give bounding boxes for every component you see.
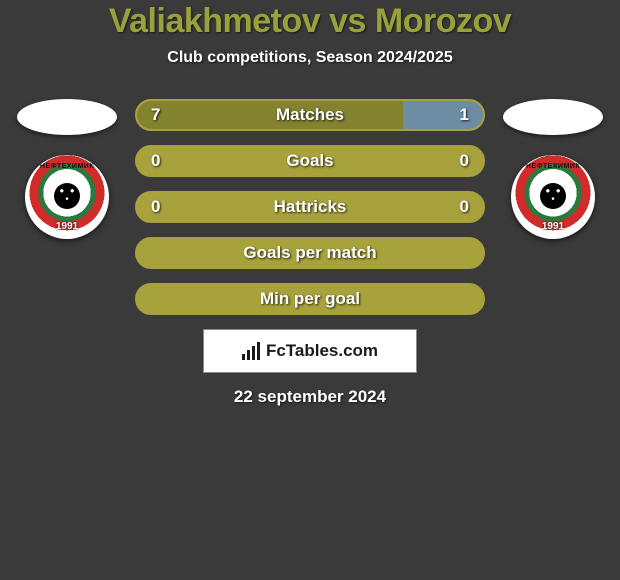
bar-label: Min per goal: [137, 289, 483, 309]
subtitle: Club competitions, Season 2024/2025: [0, 49, 620, 67]
bar-label: Hattricks: [137, 197, 483, 217]
bar-label: Goals per match: [137, 243, 483, 263]
date-text: 22 september 2024: [0, 387, 620, 407]
crest-year: 1991: [25, 221, 109, 232]
bar-label: Matches: [137, 105, 483, 125]
left-club-crest: НЕФТЕХИМИК 1991: [25, 155, 109, 239]
brand-text: FcTables.com: [266, 341, 378, 361]
page-title: Valiakhmetov vs Morozov: [0, 2, 620, 41]
bar-label: Goals: [137, 151, 483, 171]
stat-bar: 71Matches: [135, 99, 485, 131]
comparison-infographic: Valiakhmetov vs Morozov Club competition…: [0, 0, 620, 407]
stat-bar: 00Hattricks: [135, 191, 485, 223]
left-player-badges: НЕФТЕХИМИК 1991: [17, 99, 117, 239]
stat-bar: Min per goal: [135, 283, 485, 315]
crest-top-text: НЕФТЕХИМИК: [25, 163, 109, 170]
right-player-badges: НЕФТЕХИМИК 1991: [503, 99, 603, 239]
crest-year: 1991: [511, 221, 595, 232]
left-flag-oval: [17, 99, 117, 135]
stat-bars: 71Matches 00Goals 00Hattricks Goals per mat…: [135, 99, 485, 315]
right-flag-oval: [503, 99, 603, 135]
bar-chart-icon: [242, 342, 264, 360]
right-club-crest: НЕФТЕХИМИК 1991: [511, 155, 595, 239]
main-row: НЕФТЕХИМИК 1991 71Matches 00Goals 00Hattri…: [0, 99, 620, 315]
crest-top-text: НЕФТЕХИМИК: [511, 163, 595, 170]
brand-footer-box: FcTables.com: [203, 329, 417, 373]
stat-bar: 00Goals: [135, 145, 485, 177]
stat-bar: Goals per match: [135, 237, 485, 269]
